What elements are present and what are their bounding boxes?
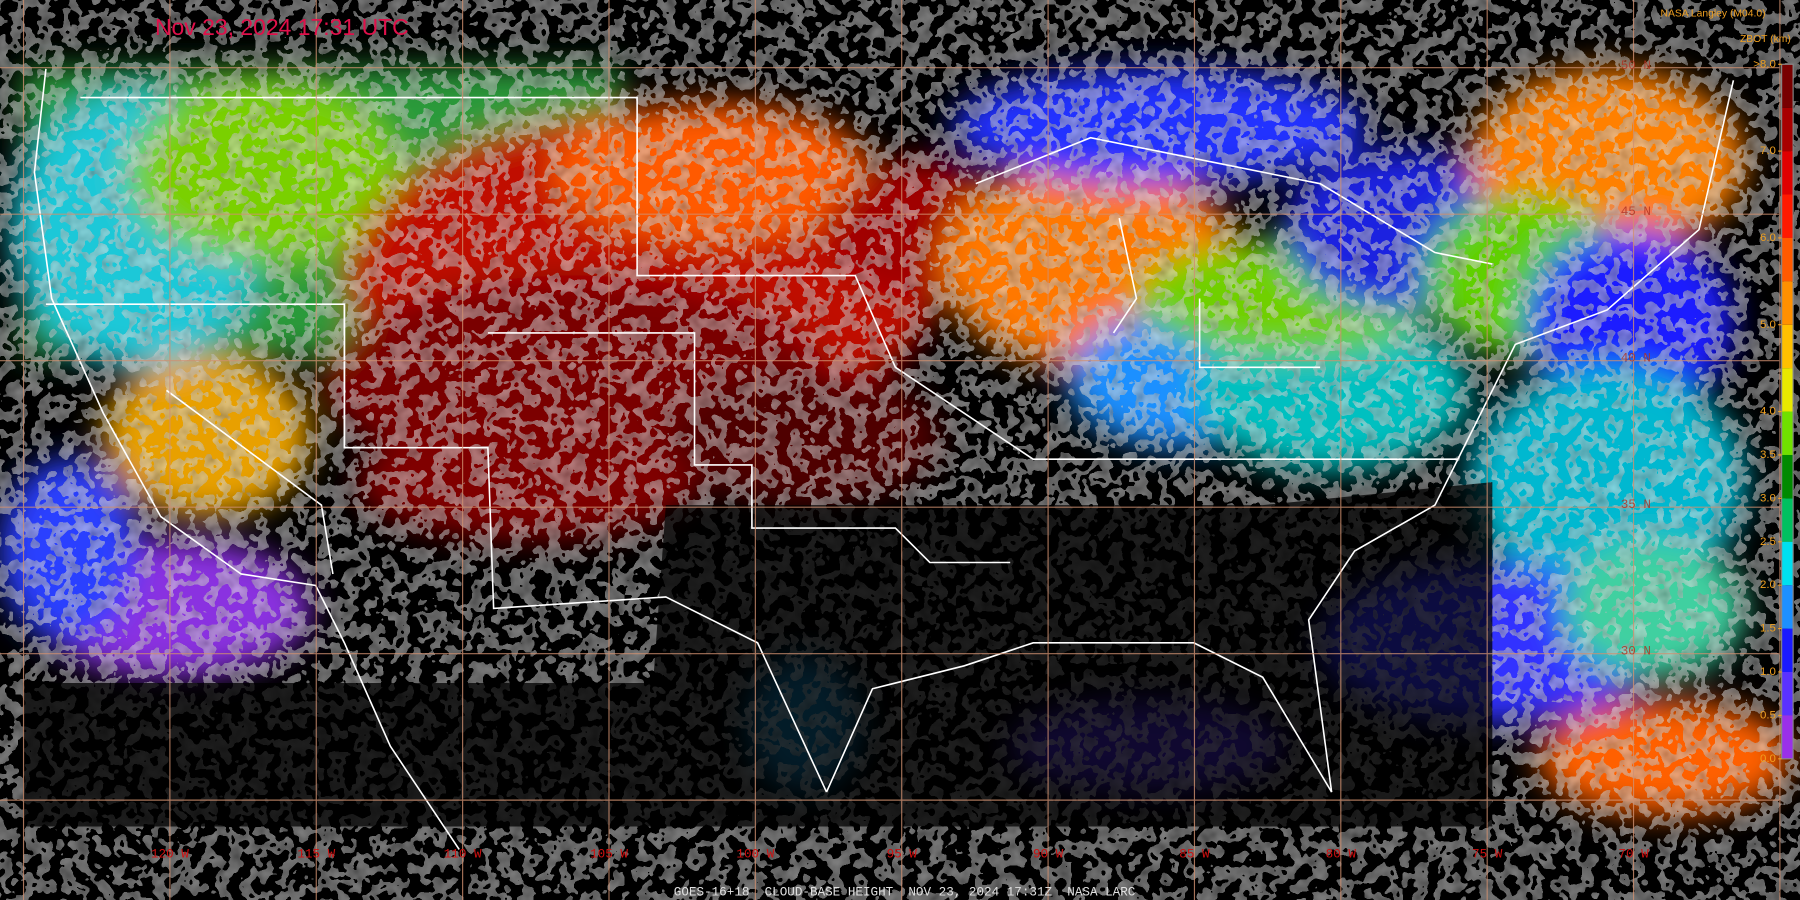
colorbar-tick-label: 0.5 xyxy=(1760,709,1776,721)
colorbar-segment xyxy=(1781,411,1794,455)
colorbar-segment xyxy=(1781,237,1794,282)
colorbar-tick-label: 3.5 xyxy=(1760,449,1776,461)
borders xyxy=(33,68,1735,850)
colorbar-tick-label: 2.0 xyxy=(1760,579,1776,591)
colorbar-tick-label: 1.5 xyxy=(1760,623,1776,635)
colorbar-segment xyxy=(1781,324,1794,369)
latitude-label: 40 N xyxy=(1621,351,1651,366)
longitude-label: 120 W xyxy=(151,846,189,861)
colorbar-tick-label: 1.0 xyxy=(1760,666,1776,678)
colorbar-label: ZBOT (km) xyxy=(1740,34,1791,45)
latitude-label: 35 N xyxy=(1621,497,1651,512)
colorbar-segment xyxy=(1781,715,1794,759)
colorbar-segment xyxy=(1781,107,1794,152)
colorbar-segment xyxy=(1781,281,1794,325)
colorbar-segment xyxy=(1781,194,1794,238)
colorbar-segment xyxy=(1781,671,1794,716)
longitude-label: 70 W xyxy=(1618,846,1649,861)
title: Nov 23, 2024 17:31 UTC xyxy=(155,14,409,40)
colorbar-tick-label: 6.0 xyxy=(1760,232,1776,244)
colorbar-tick-label: >8.0 xyxy=(1753,58,1776,70)
longitude-label: 85 W xyxy=(1179,846,1210,861)
footer: GOES-16+18 CLOUD-BASE HEIGHT NOV 23, 202… xyxy=(674,884,1136,899)
longitude-label: 80 W xyxy=(1326,846,1357,861)
colorbar-segment xyxy=(1781,628,1794,672)
colorbar-segment xyxy=(1781,64,1794,108)
latitude-label: 50 N xyxy=(1621,58,1651,73)
longitude-label: 105 W xyxy=(590,846,628,861)
colorbar-segment xyxy=(1781,368,1794,412)
longitude-label: 90 W xyxy=(1033,846,1064,861)
colorbar-tick-label: 7.0 xyxy=(1760,145,1776,157)
longitude-label: 95 W xyxy=(887,846,918,861)
clear-sky xyxy=(22,482,1493,827)
latitude-label: 30 N xyxy=(1621,644,1651,659)
colorbar-tick-label: 2.5 xyxy=(1760,536,1776,548)
colorbar-tick-label: 4.0 xyxy=(1760,406,1776,418)
colorbar-tick-label: 5.0 xyxy=(1760,319,1776,331)
colorbar-segment xyxy=(1781,541,1794,586)
colorbar-segment xyxy=(1781,151,1794,195)
longitude-label: 75 W xyxy=(1472,846,1503,861)
longitude-label: 115 W xyxy=(297,846,335,861)
colorbar-segment xyxy=(1781,585,1794,629)
latitude-label: 45 N xyxy=(1621,204,1651,219)
credit: NASA Langley (M04.0) xyxy=(1660,9,1765,20)
colorbar-tick-label: 3.0 xyxy=(1760,492,1776,504)
colorbar-segment xyxy=(1781,454,1794,499)
colorbar-tick-label: 0.0 xyxy=(1760,753,1776,765)
colorbar-segment xyxy=(1781,498,1794,542)
longitude-label: 110 W xyxy=(444,846,482,861)
longitude-label: 100 W xyxy=(736,846,774,861)
colorbar: >8.0 7.0 6.0 5.0 4.0 3.5 3.0 2.5 2.0 1.5 1.0 0.5 0.0 xyxy=(1753,58,1794,765)
